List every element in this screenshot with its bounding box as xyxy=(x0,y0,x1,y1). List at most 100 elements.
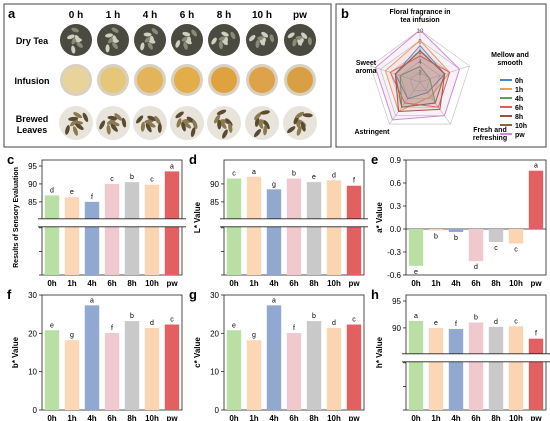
brewed-leaf xyxy=(254,112,262,120)
radar-tick-label: 4 xyxy=(418,60,422,66)
bar-6h xyxy=(286,332,302,410)
panel-f-label: f xyxy=(7,287,12,302)
axis-break xyxy=(220,218,368,227)
brewed-leaf xyxy=(219,120,227,129)
bar-10h xyxy=(508,229,524,244)
brewed-leaf xyxy=(106,124,111,135)
x-tick-label: 10h xyxy=(509,414,523,421)
bar-6h xyxy=(104,183,120,275)
bar-4h xyxy=(84,305,100,410)
dry-tea-leaf-fleck xyxy=(255,40,260,49)
significance-letter: c xyxy=(232,171,236,178)
brewed-leaf xyxy=(69,119,79,127)
y-tick-label: -0.3 xyxy=(387,248,401,257)
x-tick-label: 1h xyxy=(67,414,76,421)
panel-a-col-label: 10 h xyxy=(252,10,272,21)
panel-f: f b* Value 0 10 20 30 e g a f b d c 0h 1h 4h 6h 8h 10h pw xyxy=(7,287,183,421)
y-tick-label: 30 xyxy=(28,291,37,300)
brewed-leaf xyxy=(213,114,221,124)
brewed-leaf xyxy=(302,113,313,118)
bar-6h xyxy=(104,332,120,410)
brewed-leaf xyxy=(183,121,192,129)
panel-a-col-label: 0 h xyxy=(69,10,83,21)
x-tick-label: 1h xyxy=(431,414,440,421)
y-axis-label: Results of Sensory Evaluation xyxy=(13,167,20,268)
significance-letter: g xyxy=(272,181,276,188)
panel-d: d L* Value 85 90 c a g b e d f 0h 1h 4h 6h 8h 10h pw xyxy=(189,152,368,288)
bar-8h xyxy=(488,229,504,243)
y-axis-label: a* Value xyxy=(375,202,384,233)
x-tick-label: pw xyxy=(530,279,542,288)
x-tick-label: pw xyxy=(166,279,178,288)
radar-axis-label: Fresh and refreshing xyxy=(473,127,507,142)
x-tick-label: 6h xyxy=(471,279,480,288)
brewed-leaf xyxy=(99,120,106,130)
y-tick-label: 0 xyxy=(215,406,220,415)
x-tick-label: 6h xyxy=(289,414,298,421)
radar-legend-label: 0h xyxy=(515,78,523,85)
significance-letter: c xyxy=(150,177,154,184)
brewed-leaf xyxy=(263,125,268,136)
x-tick-label: 1h xyxy=(249,279,258,288)
brewed-leaf xyxy=(260,110,270,115)
panel-a: a 0 h 1 h 4 h 6 h 8 h 10 h pw Dry Tea Infusion Br… xyxy=(3,3,332,148)
significance-letter: a xyxy=(414,313,418,320)
dry-tea-leaf-fleck xyxy=(67,34,75,40)
dry-tea-leaf-fleck xyxy=(183,41,188,50)
brewed-leaf xyxy=(140,121,145,132)
dry-tea-leaf-fleck xyxy=(76,41,83,48)
bar-4h xyxy=(448,328,464,410)
brewed-leaf xyxy=(73,112,83,119)
x-tick-label: 4h xyxy=(269,279,278,288)
dry-tea-leaf-fleck xyxy=(301,32,308,39)
bar-0h xyxy=(226,330,242,410)
significance-letter: a xyxy=(90,297,94,304)
bar-6h xyxy=(468,322,484,410)
y-tick-label: 85 xyxy=(28,198,37,207)
panel-a-col-label: 8 h xyxy=(217,10,231,21)
dry-tea-leaf-fleck xyxy=(292,38,297,47)
dry-tea-leaf-fleck xyxy=(74,35,81,43)
dry-tea-leaf-fleck xyxy=(218,41,223,50)
bar-10h xyxy=(326,180,342,275)
radar-legend-label: 4h xyxy=(515,96,523,103)
brewed-leaf xyxy=(176,118,182,128)
brewed-leaf xyxy=(72,126,78,136)
dry-tea-leaf-fleck xyxy=(71,27,79,33)
bar-1h xyxy=(64,340,80,410)
x-tick-label: 6h xyxy=(107,279,116,288)
dry-tea-leaf-fleck xyxy=(287,32,295,39)
significance-letter: c xyxy=(514,318,518,325)
x-tick-label: 6h xyxy=(471,414,480,421)
bar-10h xyxy=(144,184,160,275)
radar-axis-label: Mellow and smooth xyxy=(491,52,529,67)
bar-10h xyxy=(326,327,342,410)
y-tick-label: 10 xyxy=(28,368,37,377)
radar-legend-label: 8h xyxy=(515,114,523,121)
panel-b-label: b xyxy=(341,6,349,21)
bar-1h xyxy=(246,340,262,410)
panel-b: b 2 4 6 8 10 Floral fragrance in tea infusion M… xyxy=(335,3,547,148)
significance-letter: d xyxy=(50,187,54,194)
bar-10h xyxy=(144,327,160,410)
x-tick-label: 8h xyxy=(309,414,318,421)
x-tick-label: pw xyxy=(166,414,178,421)
significance-letter: d xyxy=(474,264,478,271)
radar-legend-label: pw xyxy=(515,132,525,139)
panel-a-row-label: Dry Tea xyxy=(16,36,49,46)
infusion-liquid xyxy=(249,67,275,93)
x-tick-label: 8h xyxy=(491,279,500,288)
y-axis-label: L* Value xyxy=(193,201,202,233)
brewed-leaf xyxy=(181,121,186,132)
x-tick-label: 8h xyxy=(309,279,318,288)
x-tick-label: 10h xyxy=(145,414,159,421)
radar-grid-ring xyxy=(389,50,451,108)
x-tick-label: 0h xyxy=(411,279,420,288)
bar-1h xyxy=(428,327,444,410)
significance-letter: b xyxy=(130,313,134,320)
plot-frame xyxy=(405,159,547,276)
significance-letter: f xyxy=(535,331,537,338)
infusion-liquid xyxy=(137,67,163,93)
